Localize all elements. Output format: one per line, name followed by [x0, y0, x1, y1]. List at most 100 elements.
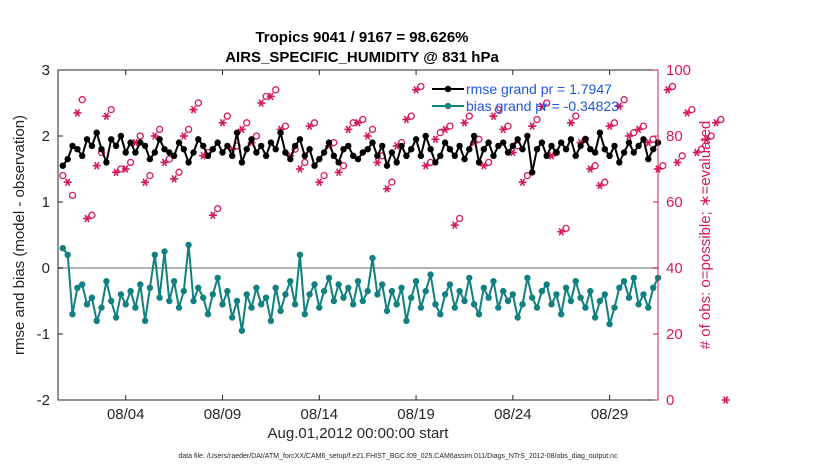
- x-tick-label: 08/04: [107, 406, 145, 423]
- obs-evaluated-stroke: [423, 161, 429, 170]
- rmse-point: [180, 146, 187, 153]
- chart-title-line2: AIRS_SPECIFIC_HUMIDITY @ 831 hPa: [225, 49, 499, 66]
- obs-possible-point: [572, 112, 580, 120]
- bias-point: [441, 291, 449, 298]
- rmse-point: [316, 155, 323, 163]
- obs-evaluated-point: [83, 214, 92, 223]
- obs-evaluated-point: [189, 105, 198, 114]
- rmse-point: [408, 146, 415, 153]
- rmse-point: [470, 132, 478, 140]
- bias-point: [224, 287, 231, 295]
- rmse-point: [446, 146, 454, 153]
- rmse-point: [272, 146, 279, 153]
- bias-point: [412, 278, 420, 285]
- obs-evaluated-point: [363, 132, 372, 140]
- bias-point: [611, 304, 618, 311]
- bias-point: [248, 304, 255, 311]
- y-tick-label-right: 40: [666, 260, 683, 277]
- obs-evaluated-stroke: [171, 175, 177, 183]
- obs-evaluated-stroke: [210, 211, 216, 220]
- bias-point: [277, 307, 284, 315]
- obs-evaluated-point: [460, 118, 469, 127]
- obs-evaluated-stroke: [355, 118, 361, 127]
- rmse-point: [200, 142, 207, 150]
- obs-evaluated-point: [595, 181, 604, 190]
- obs-evaluated-stroke: [384, 184, 390, 193]
- bias-point: [335, 281, 342, 288]
- rmse-point: [398, 142, 405, 150]
- bias-point: [350, 301, 357, 308]
- rmse-point: [650, 146, 657, 153]
- rmse-point: [427, 146, 434, 153]
- bias-point: [446, 281, 454, 288]
- obs-evaluated-point: [92, 161, 101, 170]
- obs-evaluated-stroke: [239, 125, 245, 134]
- bias-point: [485, 294, 492, 301]
- obs-evaluated-stroke: [64, 178, 71, 187]
- obs-possible-point: [107, 105, 115, 114]
- rmse-point: [441, 139, 449, 146]
- rmse-point: [562, 146, 570, 153]
- obs-evaluated-stroke: [500, 125, 506, 134]
- bias-point: [146, 284, 154, 291]
- bias-point: [79, 281, 86, 288]
- x-tick-label: 08/24: [494, 406, 532, 423]
- bias-point: [374, 291, 381, 298]
- obs-evaluated-stroke: [413, 85, 419, 94]
- obs-evaluated-point: [421, 161, 430, 170]
- obs-possible-point: [678, 152, 686, 160]
- rmse-point: [74, 146, 81, 153]
- bias-point: [393, 301, 400, 308]
- obs-evaluated-point: [63, 178, 72, 187]
- obs-evaluated-point: [121, 165, 130, 173]
- rmse-point: [364, 146, 371, 153]
- rmse-point: [195, 136, 202, 143]
- bias-point: [233, 297, 241, 305]
- legend-marker-rmse: [444, 85, 452, 93]
- rmse-point: [625, 139, 633, 146]
- obs-evaluated-stroke: [364, 132, 371, 140]
- bias-point: [451, 304, 458, 311]
- bias-point: [524, 274, 531, 282]
- rmse-point: [69, 142, 76, 150]
- rmse-point: [548, 142, 555, 150]
- obs-evaluated-point: [295, 165, 304, 173]
- bias-point: [209, 291, 216, 298]
- obs-possible-point: [59, 171, 67, 180]
- y-tick-label-left: 2: [42, 128, 50, 145]
- rmse-point: [417, 152, 425, 159]
- bias-point: [316, 304, 323, 311]
- rmse-point: [219, 149, 226, 156]
- rmse-point: [616, 159, 623, 166]
- bias-point: [345, 284, 352, 291]
- obs-evaluated-stroke: [616, 102, 622, 111]
- bias-point: [543, 281, 550, 288]
- obs-evaluated-point: [208, 211, 217, 220]
- bias-point: [190, 297, 197, 305]
- obs-evaluated-point: [218, 118, 227, 127]
- y-tick-label-right: 60: [666, 194, 683, 211]
- bias-point: [572, 278, 579, 285]
- obs-evaluated-stroke: [510, 148, 516, 157]
- rmse-point: [354, 155, 362, 163]
- bias-point: [417, 304, 425, 311]
- obs-evaluated-stroke: [403, 115, 410, 124]
- bias-point: [229, 314, 236, 321]
- rmse-point: [350, 152, 357, 159]
- bias-point: [408, 294, 415, 301]
- rmse-point: [238, 159, 246, 166]
- rmse-point: [151, 149, 158, 156]
- y-tick-label-right: 0: [666, 392, 674, 409]
- obs-possible-point: [533, 115, 541, 124]
- rmse-point: [127, 139, 134, 146]
- bias-point: [267, 317, 275, 324]
- rmse-point: [577, 142, 584, 150]
- y-axis-label-right: # of obs: o=possible; ∗=evaluated: [697, 121, 714, 350]
- legend-entry-bias: bias grand pr = -0.34823: [466, 98, 619, 114]
- rmse-point: [209, 146, 216, 153]
- bias-point: [529, 294, 536, 301]
- rmse-point: [412, 136, 420, 143]
- obs-evaluated-stroke: [626, 132, 632, 140]
- rmse-point: [582, 136, 589, 143]
